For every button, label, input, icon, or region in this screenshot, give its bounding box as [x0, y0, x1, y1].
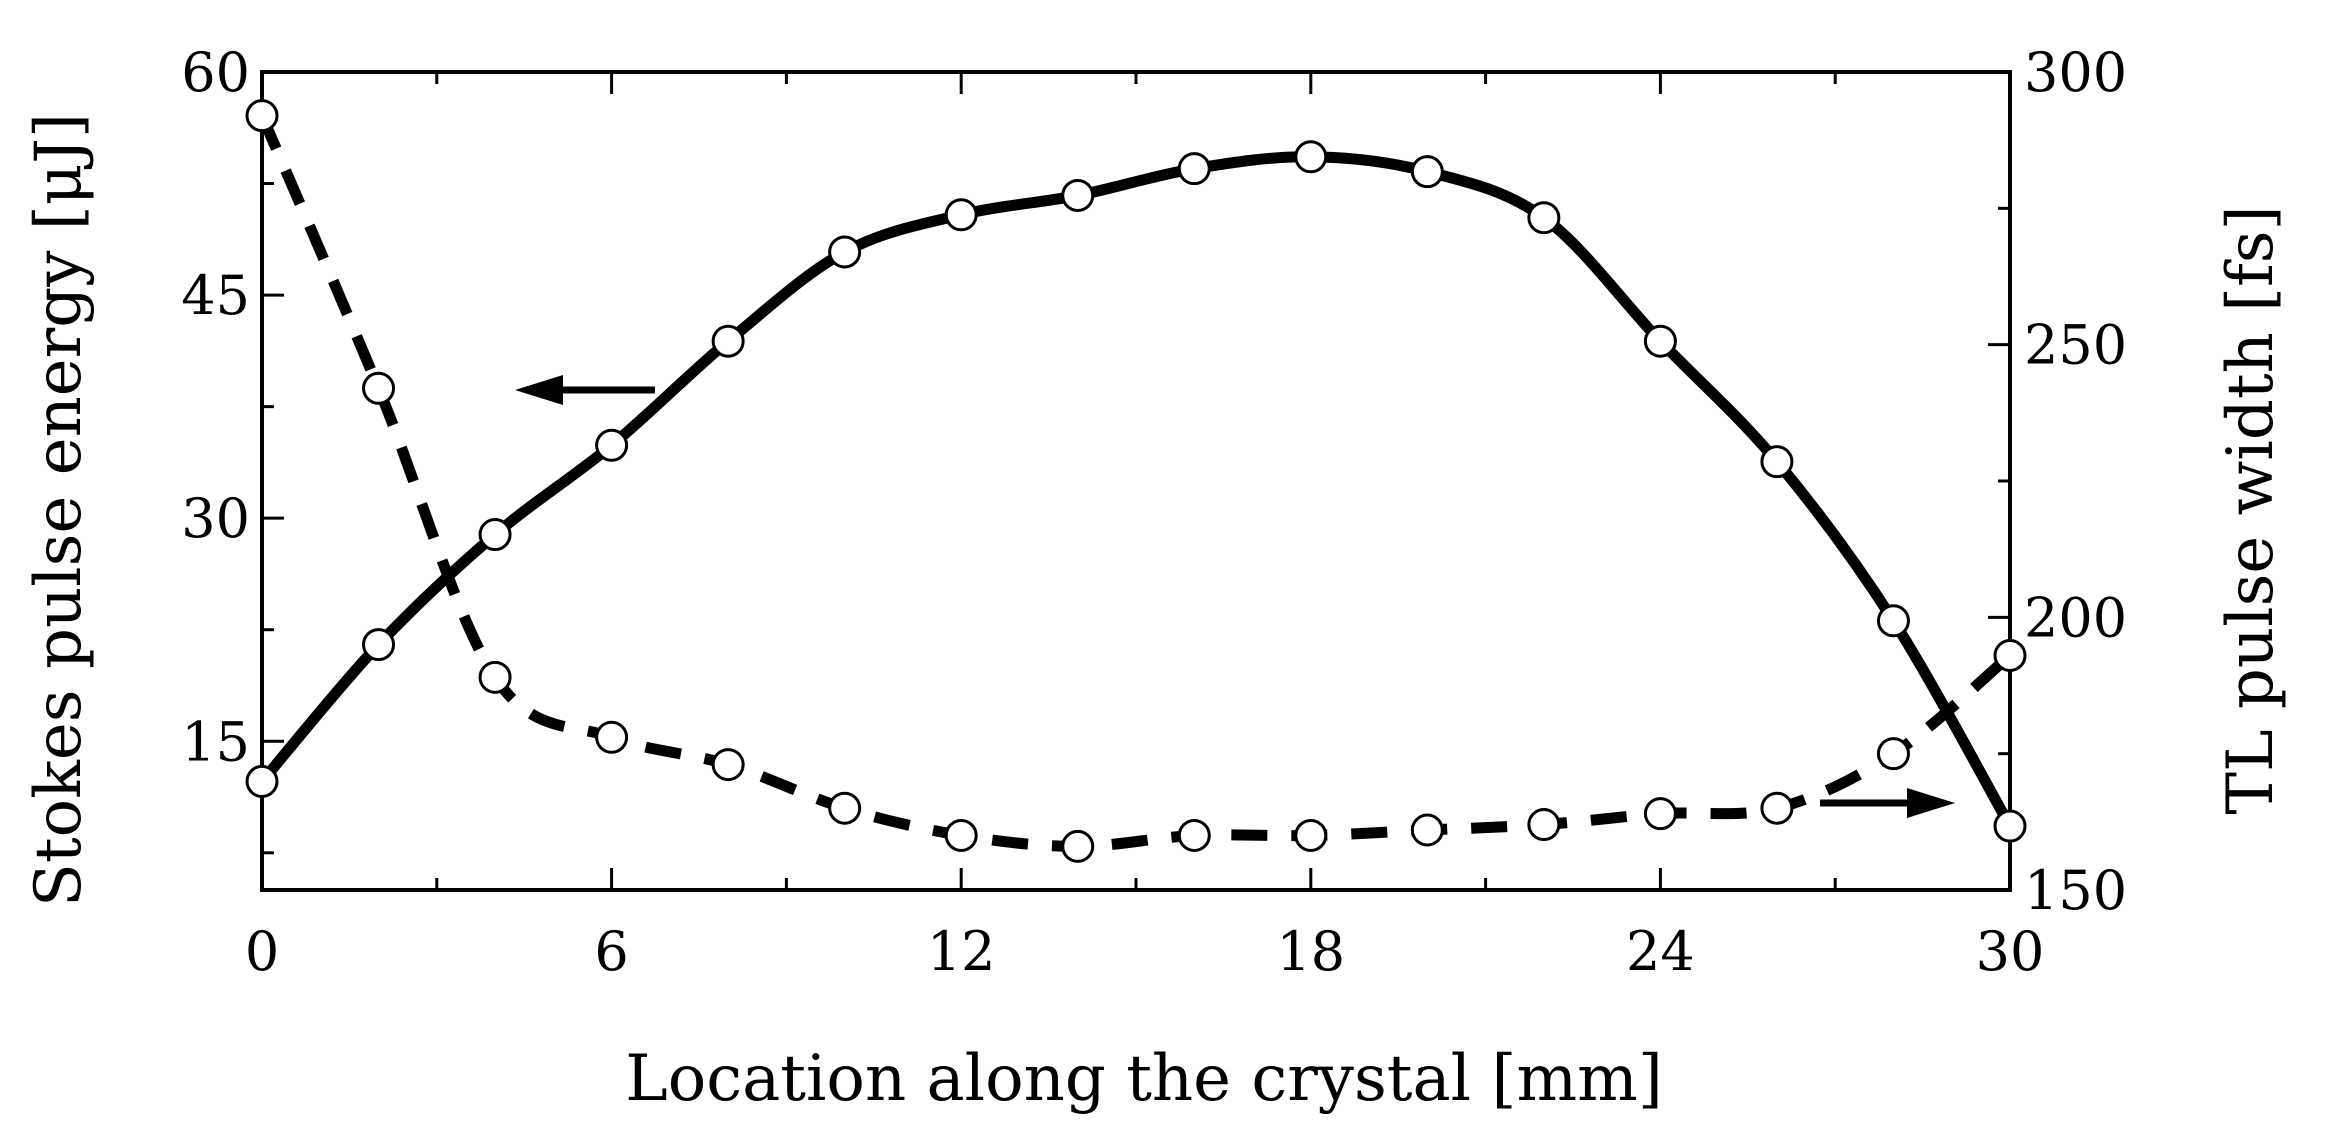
x-tick-label: 18	[1276, 920, 1345, 983]
tl-pulse-width-point	[1177, 818, 1211, 852]
tl-pulse-width-point	[1527, 808, 1561, 842]
x-tick-label: 24	[1626, 920, 1695, 983]
tl-pulse-width-point	[1643, 797, 1677, 831]
y-left-tick-label: 45	[181, 264, 250, 327]
tl-pulse-width-point	[1061, 829, 1095, 863]
arrows	[515, 375, 1955, 818]
x-axis-title: Location along the crystal [mm]	[625, 1042, 1663, 1116]
tl-pulse-width-point	[1876, 737, 1910, 771]
tl-pulse-width-point	[1760, 791, 1794, 825]
x-tick-label: 12	[927, 920, 996, 983]
tl-pulse-width-point	[245, 99, 279, 133]
y-right-tick-label: 150	[2024, 859, 2127, 922]
tl-pulse-width-point	[362, 371, 396, 405]
y-right-tick-label: 200	[2024, 586, 2127, 649]
y-left-tick-label: 15	[181, 710, 250, 773]
y-left-tick-label: 60	[181, 41, 250, 104]
x-tick-label: 6	[594, 920, 628, 983]
tl-pulse-width-point	[711, 748, 745, 782]
right-axis-arrow-head	[1907, 788, 1955, 818]
tl-pulse-width-point	[595, 720, 629, 754]
plot-frame	[260, 70, 2012, 892]
left-axis-arrow-head	[515, 375, 563, 405]
x-tick-label: 30	[1976, 920, 2045, 983]
stokes-energy-point	[828, 235, 862, 269]
stokes-energy-point	[595, 428, 629, 462]
stokes-energy-point	[711, 324, 745, 358]
ticks	[260, 70, 2012, 892]
stokes-energy-point	[1410, 155, 1444, 189]
tl-pulse-width-point	[828, 791, 862, 825]
stokes-energy-point	[944, 198, 978, 232]
tl-pulse-width-point	[944, 818, 978, 852]
tl-pulse-width-point	[478, 660, 512, 694]
tl-pulse-width-line	[256, 113, 2014, 852]
curves	[256, 113, 2015, 852]
tl-pulse-width-point	[1993, 639, 2027, 673]
stokes-energy-point	[1993, 809, 2027, 843]
stokes-energy-point	[1760, 445, 1794, 479]
y-right-tick-label: 300	[2024, 41, 2127, 104]
data-points	[245, 99, 2027, 863]
stokes-energy-line	[257, 151, 2015, 829]
stokes-energy-point	[1643, 324, 1677, 358]
stokes-energy-point	[1294, 140, 1328, 174]
stokes-energy-point	[478, 518, 512, 552]
y-axis-left-title: Stokes pulse energy [μJ]	[22, 113, 96, 907]
stokes-energy-point	[362, 628, 396, 662]
stokes-energy-point	[245, 764, 279, 798]
y-right-tick-label: 250	[2024, 314, 2127, 377]
stokes-energy-point	[1876, 604, 1910, 638]
stokes-energy-point	[1527, 201, 1561, 235]
stokes-energy-point	[1061, 178, 1095, 212]
x-tick-label: 0	[245, 920, 279, 983]
stokes-energy-point	[1177, 152, 1211, 186]
tl-pulse-width-point	[1410, 813, 1444, 847]
plot-area	[260, 70, 2012, 892]
y-left-tick-label: 30	[181, 487, 250, 550]
tick-labels: 0 6 12 18 24 30 15 30 45 60 150 200 250 300	[181, 41, 2127, 983]
y-axis-right-title: TL pulse width [fs]	[2214, 205, 2288, 814]
tl-pulse-width-point	[1294, 818, 1328, 852]
